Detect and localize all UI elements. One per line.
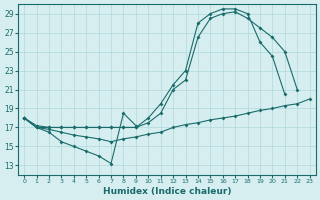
X-axis label: Humidex (Indice chaleur): Humidex (Indice chaleur) [103, 187, 231, 196]
